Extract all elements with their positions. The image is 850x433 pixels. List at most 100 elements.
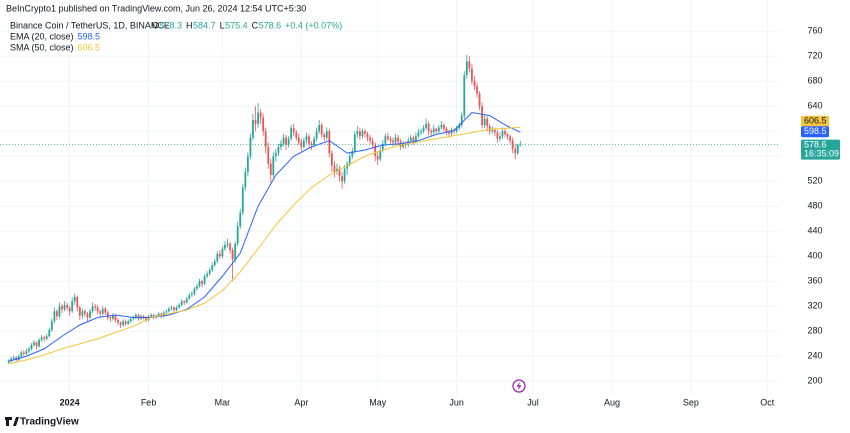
candle-body <box>384 136 387 144</box>
candle-body <box>38 340 40 347</box>
candle-body <box>496 132 499 139</box>
candle-body <box>142 316 145 318</box>
candle-body <box>246 156 249 172</box>
candle-body <box>244 171 247 188</box>
candle-body <box>305 136 308 141</box>
candle-body <box>234 243 237 260</box>
candle-body <box>353 134 356 152</box>
candle-body <box>175 307 178 310</box>
candle-body <box>91 306 94 312</box>
candle-body <box>165 311 168 313</box>
candle-body <box>381 143 384 150</box>
candle-body <box>310 143 313 145</box>
candle-body <box>430 131 433 133</box>
candle-body <box>465 61 468 75</box>
price-tag-label: 598.5 <box>804 126 827 136</box>
grid <box>0 0 780 395</box>
candle-body <box>239 212 242 227</box>
candle-body <box>216 253 219 262</box>
y-tick-label: 480 <box>807 201 822 211</box>
x-tick-label: May <box>369 397 387 407</box>
event-bolt[interactable] <box>516 381 522 391</box>
candle-body <box>267 146 270 164</box>
candle-body <box>471 68 473 82</box>
price-tag <box>801 126 829 138</box>
candle-body <box>50 321 53 330</box>
candle-body <box>211 265 214 270</box>
candle-body <box>290 128 293 139</box>
candle-body <box>249 137 252 157</box>
candle-body <box>213 261 216 265</box>
indicator-line <box>8 126 521 365</box>
candle-body <box>173 307 175 310</box>
candle-body <box>203 276 206 284</box>
candle-body <box>269 163 272 175</box>
candle-body <box>68 307 71 312</box>
indicator-line <box>8 111 521 362</box>
candle-body <box>257 112 259 124</box>
ohlc-value: 575.4 <box>225 20 248 30</box>
logo: TradingView <box>5 417 79 428</box>
candle-body <box>124 321 127 324</box>
candle-body <box>412 137 415 143</box>
candle-body <box>150 315 153 317</box>
candle-body <box>460 115 463 125</box>
change-value: +0.4 (+0.07%) <box>285 20 342 30</box>
y-tick-label: 360 <box>807 276 822 286</box>
candle-body <box>379 150 382 160</box>
candle-body <box>137 315 140 319</box>
candle-body <box>127 321 130 324</box>
candle-body <box>117 320 119 323</box>
indicator-value: 598.5 <box>78 31 101 41</box>
candle-body <box>94 306 97 308</box>
candle-body <box>478 93 481 107</box>
y-tick-label: 400 <box>807 251 822 261</box>
candle-body <box>519 144 522 146</box>
price-tag <box>801 115 829 127</box>
candle-body <box>468 61 471 69</box>
y-tick-label: 320 <box>807 301 822 311</box>
x-tick-label: Feb <box>141 397 157 407</box>
event-icon[interactable] <box>512 379 526 393</box>
candle-body <box>394 137 397 143</box>
candle-body <box>241 187 244 213</box>
candle-body <box>455 128 458 132</box>
candle-body <box>371 140 374 145</box>
candle-body <box>224 245 226 249</box>
candle-body <box>145 317 147 320</box>
candle-body <box>432 128 435 133</box>
candle-body <box>262 117 265 132</box>
candle-body <box>106 312 109 318</box>
candle-body <box>308 136 310 144</box>
candle-body <box>440 125 443 128</box>
candle-body <box>389 138 392 141</box>
candle-body <box>66 305 69 308</box>
candle-body <box>318 125 321 132</box>
ohlc-value: 578.6 <box>259 20 282 30</box>
candle-body <box>397 137 399 142</box>
candle-body <box>297 137 300 143</box>
candle-body <box>170 307 173 309</box>
candle-body <box>417 132 420 137</box>
candle-body <box>10 358 12 362</box>
candle-body <box>43 337 46 339</box>
ohlc-value: 578.3 <box>160 20 183 30</box>
logo-icon <box>5 417 19 426</box>
x-tick-label: Sep <box>683 397 699 407</box>
candle-body <box>7 361 10 363</box>
ohlc-value: 584.7 <box>193 20 216 30</box>
candle-body <box>180 301 183 305</box>
x-tick-label: 2024 <box>60 397 80 407</box>
candle-body <box>285 137 287 145</box>
candle-body <box>338 168 341 177</box>
candle-body <box>73 296 76 302</box>
ohlc-label: L <box>220 20 225 30</box>
candle-body <box>78 307 81 316</box>
candle-body <box>392 140 394 143</box>
candle-body <box>28 348 30 352</box>
candle-body <box>84 311 86 314</box>
candle-body <box>516 144 519 154</box>
candle-body <box>152 315 155 318</box>
candle-body <box>493 130 496 133</box>
